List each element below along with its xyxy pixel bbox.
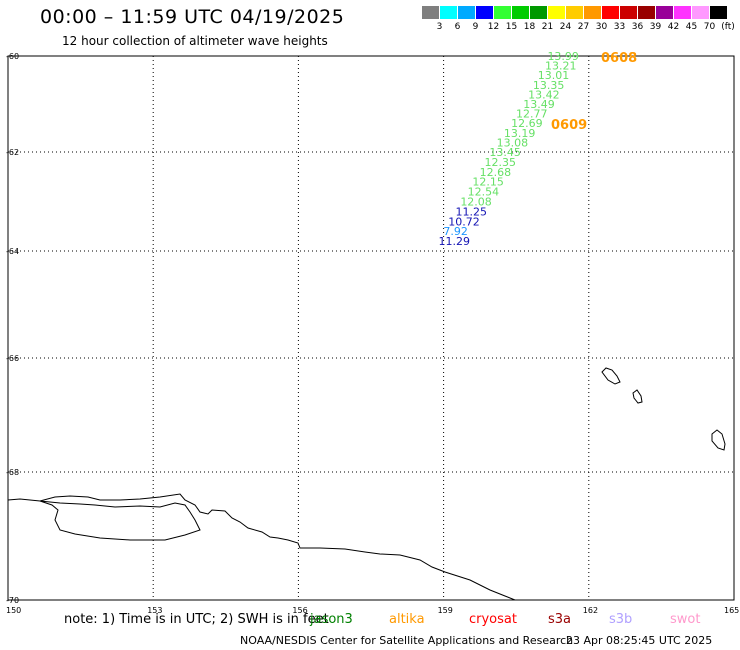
longitude-tick-label: 150 [6, 606, 21, 615]
legend-label: 33 [613, 22, 626, 32]
legend-swatch [674, 6, 691, 19]
credit-text: NOAA/NESDIS Center for Satellite Applica… [240, 634, 574, 647]
legend-label: 12 [487, 22, 500, 32]
map-subtitle: 12 hour collection of altimeter wave hei… [62, 34, 328, 48]
satellite-legend-item: s3a [548, 612, 572, 627]
legend-swatch [620, 6, 637, 19]
island-3 [711, 429, 726, 451]
legend-label: 27 [577, 22, 590, 32]
wave-height-value: 13.08 [497, 136, 529, 149]
legend-swatch [440, 6, 457, 19]
latitude-tick-label: -60 [6, 52, 19, 61]
island-1 [601, 367, 621, 385]
legend-swatch [692, 6, 709, 19]
legend-label: 30 [595, 22, 608, 32]
latitude-tick-label: -70 [6, 596, 19, 605]
legend-label: 3 [436, 22, 443, 32]
legend-label: 70 [703, 22, 716, 32]
legend-label: 15 [505, 22, 518, 32]
legend-swatch [494, 6, 511, 19]
legend-swatch [548, 6, 565, 19]
legend-swatch [710, 6, 727, 19]
wave-height-value: 12.68 [480, 166, 512, 179]
latitude-tick-label: -62 [6, 148, 19, 157]
wave-height-value: 11.29 [439, 235, 471, 248]
wave-height-value: 13.01 [538, 69, 570, 82]
latitude-tick-label: -68 [6, 468, 19, 477]
wave-height-value: 12.35 [485, 156, 517, 169]
map-frame [7, 55, 735, 601]
wave-height-value: 13.45 [489, 146, 521, 159]
longitude-tick-label: 153 [147, 606, 162, 615]
coastline [7, 493, 516, 601]
legend-label: 42 [667, 22, 680, 32]
legend-swatch [584, 6, 601, 19]
wave-height-value: 12.54 [468, 186, 500, 199]
legend-label: 21 [541, 22, 554, 32]
wave-height-value: 12.69 [511, 117, 543, 130]
legend-label: 45 [685, 22, 698, 32]
pass-time-label: 0608 [601, 51, 637, 66]
legend-swatch [530, 6, 547, 19]
generated-timestamp: 23 Apr 08:25:45 UTC 2025 [566, 634, 713, 647]
wave-height-observations: 13.9913.2113.0113.3513.4213.4912.7712.69… [439, 50, 579, 248]
wave-height-value: 10.72 [448, 215, 480, 228]
satellite-legend-item: swot [670, 612, 701, 627]
wave-height-value: 13.99 [547, 50, 579, 63]
legend-swatch [422, 6, 439, 19]
graticule [8, 56, 734, 600]
legend-swatch [566, 6, 583, 19]
longitude-tick-label: 165 [724, 606, 739, 615]
satellite-legend-item: altika [389, 612, 425, 627]
satellite-legend-item: s3b [609, 612, 633, 627]
wave-height-value: 13.49 [523, 98, 555, 111]
legend-unit: (ft) [721, 22, 735, 32]
legend-swatch [458, 6, 475, 19]
legend-swatch [476, 6, 493, 19]
satellite-legend-item: cryosat [469, 612, 517, 627]
legend-swatch [656, 6, 673, 19]
latitude-tick-label: -64 [6, 247, 19, 256]
wave-height-value: 11.25 [455, 205, 487, 218]
latitude-tick-label: -66 [6, 354, 19, 363]
legend-label: 18 [523, 22, 536, 32]
axis-labels: 150 153 156 159 162 165 -60 -62 -64 -66 -68 -70 [6, 52, 739, 615]
wave-height-value: 13.42 [528, 88, 560, 101]
wave-height-value: 7.92 [443, 225, 468, 238]
longitude-tick-label: 156 [292, 606, 307, 615]
legend-label: 9 [472, 22, 479, 32]
coastline-inlet [39, 500, 201, 541]
legend-label: 39 [649, 22, 662, 32]
longitude-tick-label: 162 [583, 606, 598, 615]
pass-time-labels: 0608 0609 [551, 51, 637, 133]
legend-swatch [512, 6, 529, 19]
wave-height-value: 13.19 [504, 127, 536, 140]
pass-time-label: 0609 [551, 118, 587, 133]
legend-label: 6 [454, 22, 461, 32]
wave-height-value: 12.77 [516, 108, 548, 121]
island-2 [632, 389, 643, 404]
map-title: 00:00 – 11:59 UTC 04/19/2025 [40, 6, 345, 28]
legend-label: 36 [631, 22, 644, 32]
legend-swatch [638, 6, 655, 19]
satellite-legend-item: jason3 [310, 612, 353, 627]
wave-height-value: 13.35 [533, 79, 565, 92]
wave-height-value: 12.08 [460, 196, 492, 209]
longitude-tick-label: 159 [438, 606, 453, 615]
note-text: note: 1) Time is in UTC; 2) SWH is in fe… [64, 612, 329, 627]
wave-height-value: 12.15 [472, 176, 504, 189]
legend-swatch [602, 6, 619, 19]
wave-height-value: 13.21 [545, 60, 577, 73]
legend-label: 24 [559, 22, 572, 32]
